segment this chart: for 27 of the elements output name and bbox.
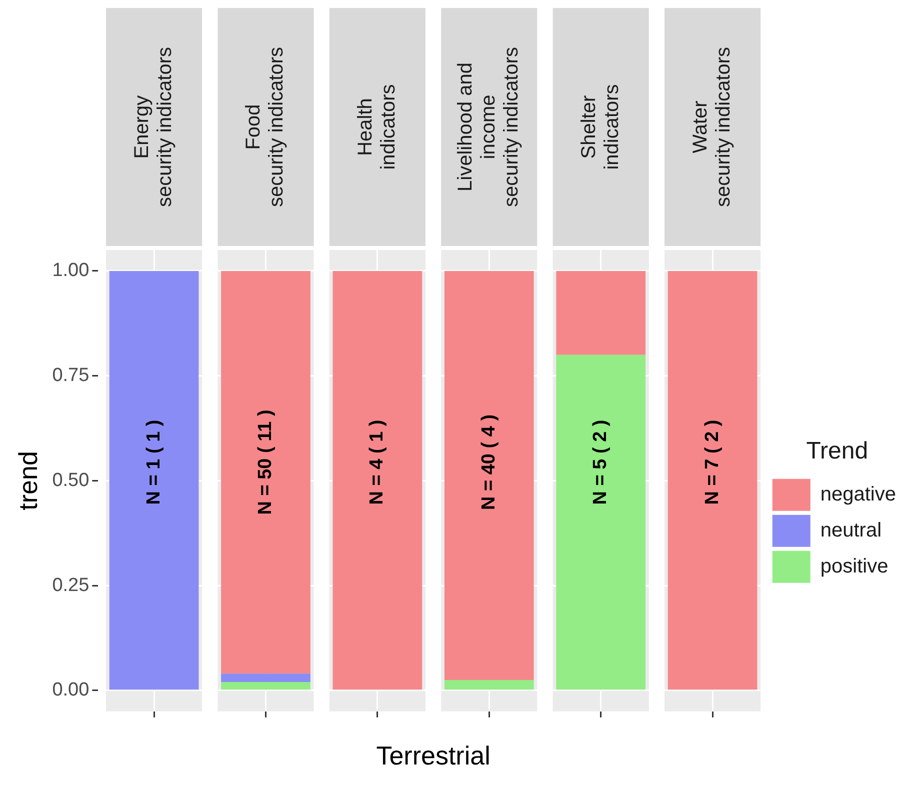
bar (444, 680, 534, 690)
y-tick-label: 0.00 (52, 680, 90, 701)
y-axis-title: trend (12, 451, 43, 510)
annotation: N = 5 ( 2 ) (590, 420, 612, 505)
annotation: N = 1 ( 1 ) (143, 420, 164, 505)
x-tick-label: Livelihood and income security indicators (454, 46, 523, 208)
y-tick-label: 0.75 (52, 365, 90, 386)
legend-title: Trend (806, 438, 868, 465)
legend-label: neutral (820, 519, 882, 542)
bar (221, 674, 310, 682)
bar (221, 682, 310, 690)
annotation: N = 7 ( 2 ) (702, 420, 723, 505)
annotation: N = 40 ( 4 ) (478, 414, 500, 510)
x-tick-label: Energy security indicators (131, 46, 176, 208)
y-tick-label: 0.50 (52, 470, 90, 491)
bar (556, 270, 646, 355)
x-axis-title: Terrestrial (376, 740, 490, 771)
x-tick-label: Shelter indicators (578, 84, 623, 170)
annotation: N = 4 ( 1 ) (366, 420, 388, 505)
x-tick-label: Food security indicators (242, 46, 288, 208)
annotation: N = 50 ( 11 ) (254, 410, 276, 515)
y-tick-label: 1.00 (52, 260, 90, 282)
x-tick-label: Health indicators (354, 84, 400, 170)
legend-label: positive (820, 555, 888, 578)
y-tick-label: 0.25 (52, 574, 90, 596)
x-tick-label: Water security indicators (690, 46, 735, 208)
legend-label: negative (820, 483, 896, 506)
